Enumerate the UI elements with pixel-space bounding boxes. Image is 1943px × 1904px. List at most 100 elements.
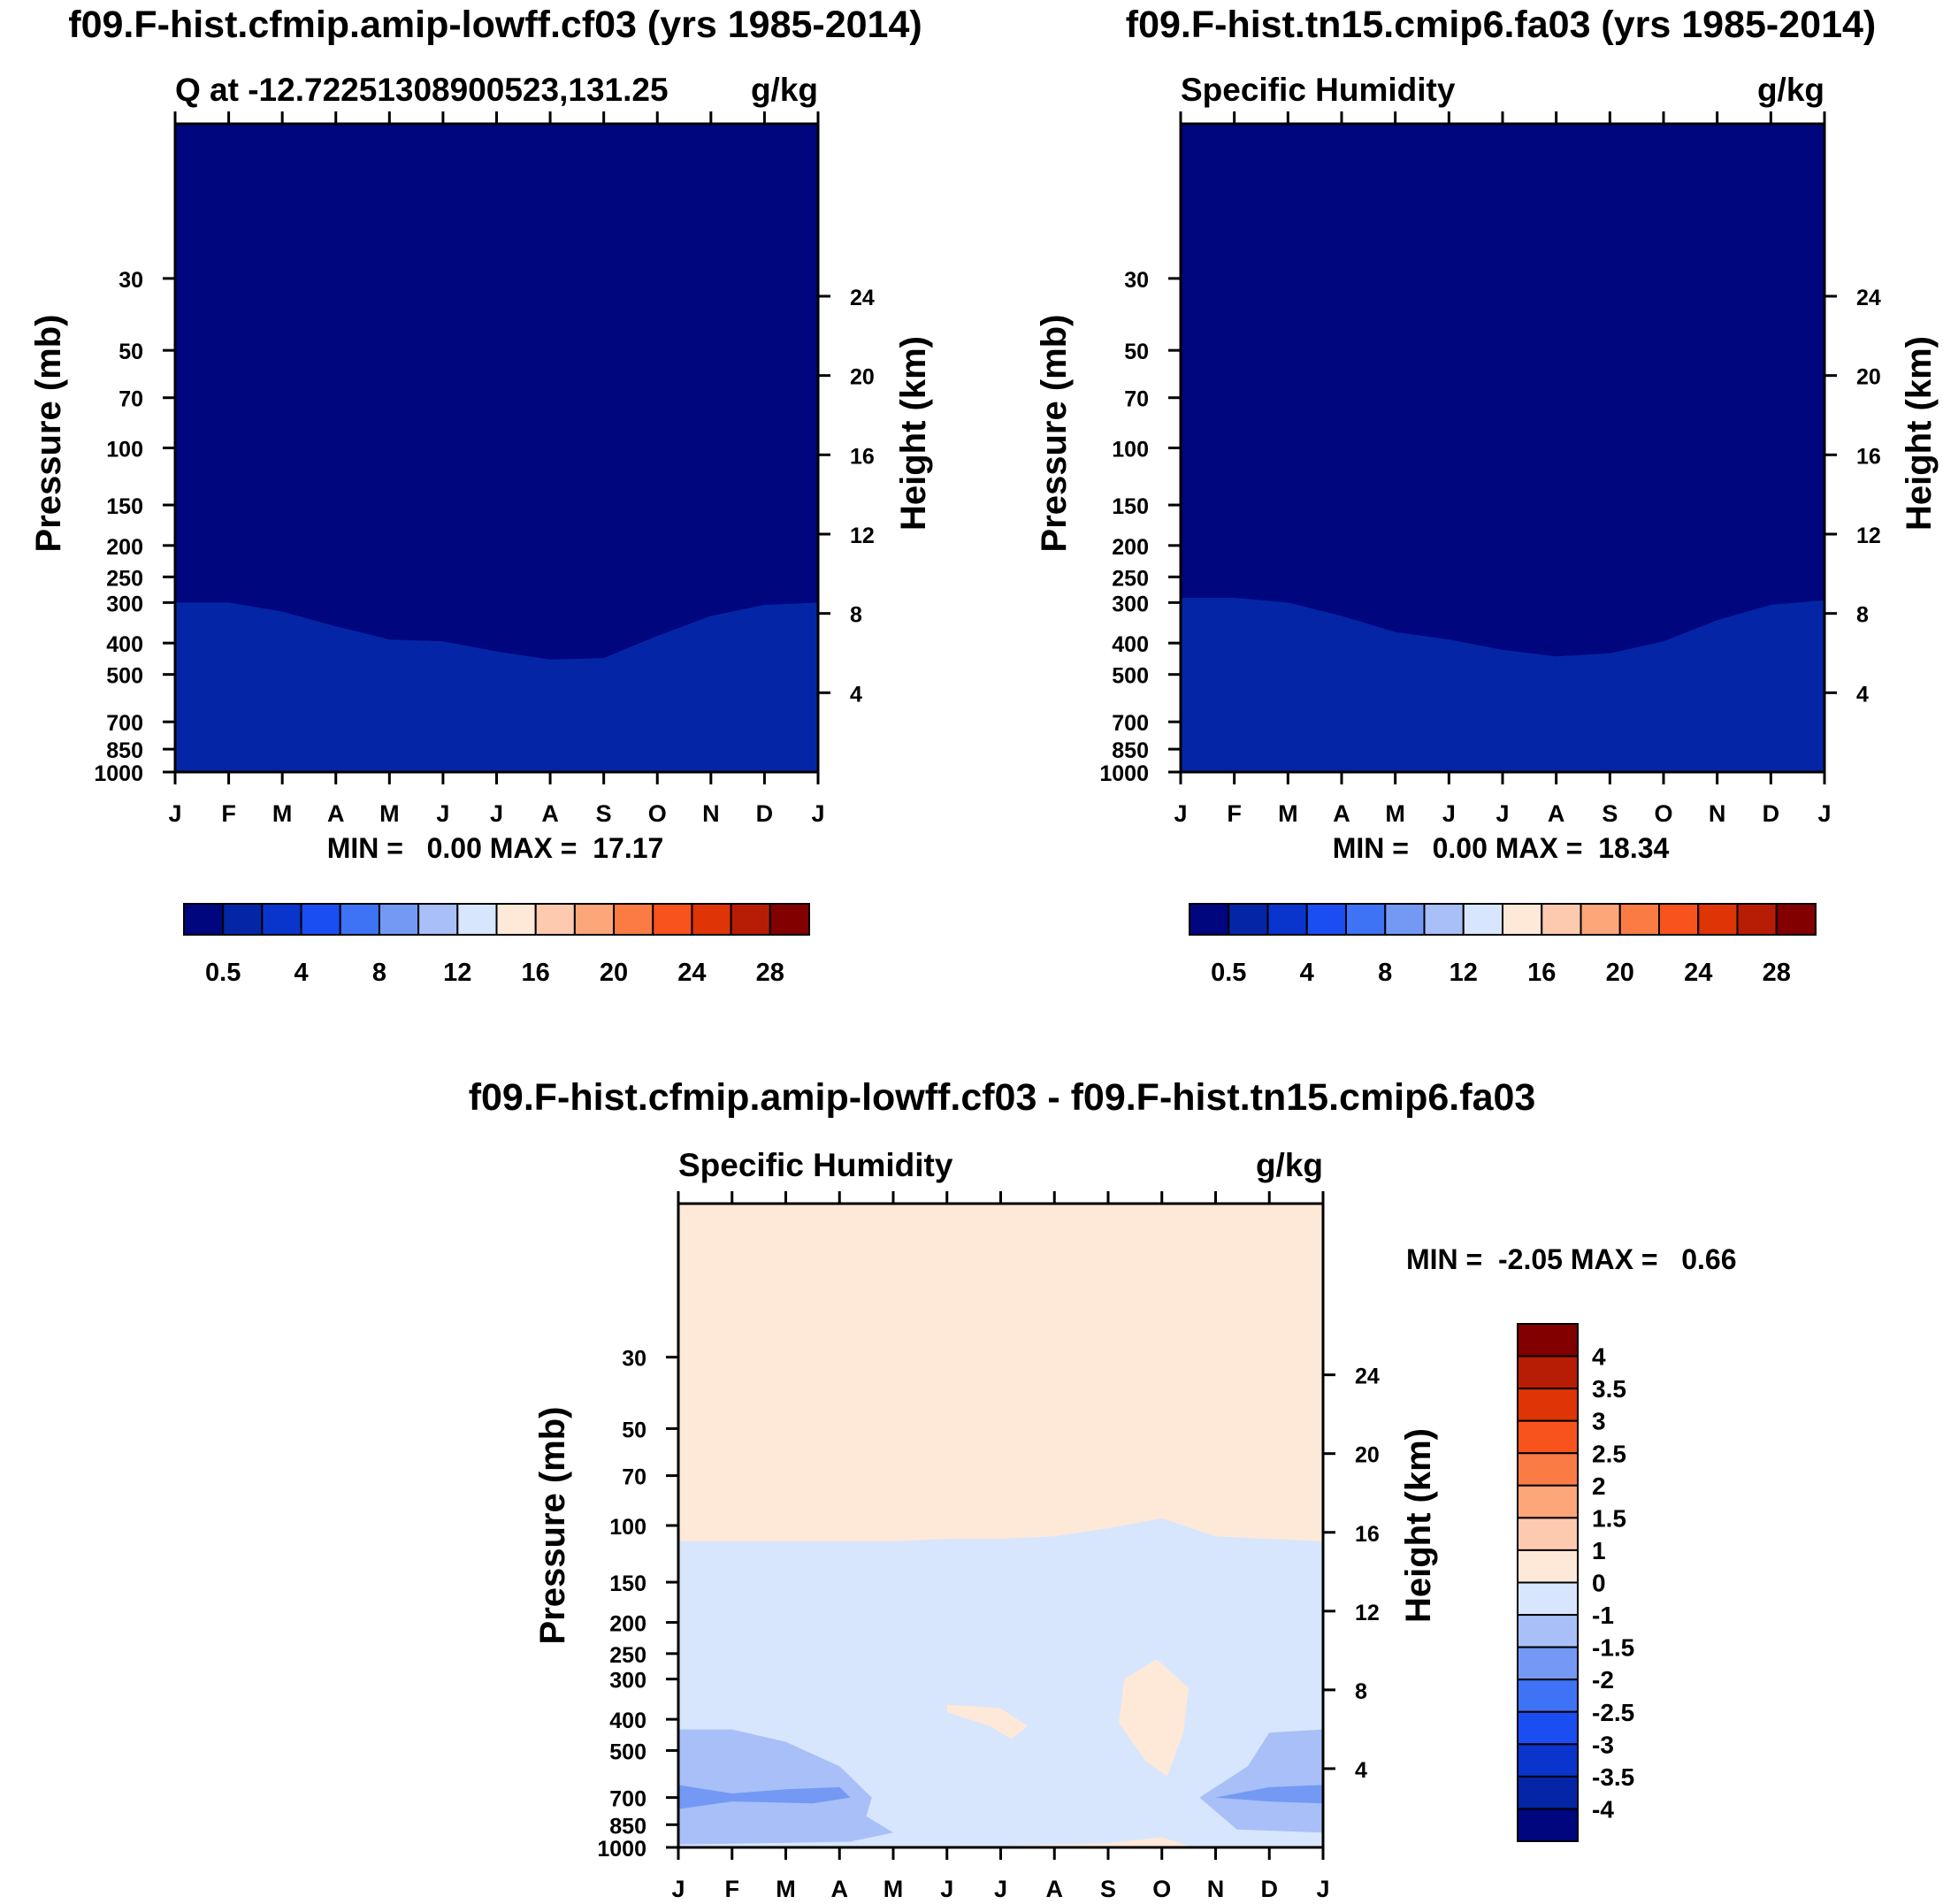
panel-3-minmax: MIN = -2.05 MAX = 0.66 — [1406, 1243, 1736, 1275]
panel-1-colorbar-label: 8 — [372, 959, 386, 987]
panel-1-subtitle-right: g/kg — [751, 72, 818, 108]
panel-2-colorbar-swatch — [1775, 903, 1817, 936]
panel-3-region-positive-jul — [946, 1704, 1028, 1740]
panel-3-ytick-label-left: 300 — [609, 1669, 646, 1694]
panel-3-region-upper-positive — [678, 1204, 1323, 1541]
panel-3-colorbar-swatch — [1517, 1581, 1579, 1617]
panel-2-ytick-label-right: 24 — [1856, 286, 1881, 310]
panel-3-xtick-label: M — [776, 1876, 796, 1902]
panel-2-band-0_5 — [1181, 598, 1824, 772]
panel-3-colorbar-label: 4 — [1592, 1343, 1606, 1371]
panel-2-colorbar-swatch — [1423, 903, 1465, 936]
panel-1-contours — [175, 602, 818, 772]
panel-3-colorbar-swatch — [1517, 1419, 1579, 1455]
panel-1-colorbar-swatch — [613, 903, 654, 936]
panel-2-ytick-label-left: 300 — [1112, 592, 1149, 616]
panel-3-xtick-label: O — [1152, 1876, 1171, 1902]
panel-2-ytick-label-left: 400 — [1112, 632, 1149, 657]
panel-1-xtick-label: A — [327, 800, 345, 827]
panel-1-colorbar-swatch — [300, 903, 341, 936]
panel-3-xtick-label: J — [1316, 1876, 1329, 1902]
panel-1-colorbar-swatch — [222, 903, 264, 936]
panel-2-ytick-label-right: 4 — [1856, 682, 1869, 707]
panel-1-minmax: MIN = 0.00 MAX = 17.17 — [327, 832, 664, 864]
panel-3-colorbar-label: -3.5 — [1592, 1763, 1634, 1791]
panel-2-ytick-label-left: 30 — [1124, 268, 1149, 293]
panel-1-ytick-label-left: 200 — [106, 535, 143, 560]
panel-3-colorbar-label: -1.5 — [1592, 1634, 1634, 1662]
panel-1-colorbar-label: 28 — [756, 959, 784, 987]
panel-3-xtick-label: A — [1046, 1876, 1064, 1902]
panel-3-ytick-label-left: 50 — [622, 1418, 646, 1442]
panel-1-colorbar: 0.5 4 8 12 16 20 24 28 — [183, 903, 810, 987]
panel-1-ylabel-left: Pressure (mb) — [29, 315, 68, 553]
panel-3-colorbar-swatch — [1517, 1678, 1579, 1713]
panel-3-colorbar-swatch — [1517, 1775, 1579, 1810]
panel-2-colorbar-swatch — [1580, 903, 1621, 936]
panel-2-colorbar-label: 8 — [1378, 959, 1392, 987]
panel-1-ytick-label-right: 20 — [850, 365, 875, 390]
panel-3-ytick-label-left: 30 — [622, 1347, 646, 1372]
panel-1-colorbar-swatch — [183, 903, 225, 936]
panel-2-xtick-label: J — [1174, 800, 1187, 827]
panel-1-ytick-label-left: 250 — [106, 566, 143, 591]
panel-1-xtick-label: J — [811, 800, 824, 827]
panel-3-xtick-label: S — [1100, 1876, 1116, 1902]
panel-1-xtick-label: S — [596, 800, 612, 827]
panel-2-title: f09.F-hist.tn15.cmip6.fa03 (yrs 1985-201… — [1126, 4, 1876, 46]
panel-3-region-positive-sep-oct — [1119, 1659, 1190, 1777]
panel-3-ytick-label-left: 1000 — [597, 1837, 646, 1862]
panel-1-ytick-label-right: 24 — [850, 286, 875, 310]
panel-1-colorbar-swatch — [691, 903, 732, 936]
panel-3-subtitle-right: g/kg — [1256, 1147, 1323, 1183]
panel-1-ytick-label-left: 500 — [106, 664, 143, 689]
panel-1-ytick-label-left: 850 — [106, 738, 143, 763]
panel-2-xtick-label: A — [1548, 800, 1565, 827]
panel-3-colorbar-swatch — [1517, 1323, 1579, 1357]
panel-1-ylabel-right: Height (km) — [894, 336, 933, 531]
panel-2-xtick-label: O — [1654, 800, 1672, 827]
panel-3-title: f09.F-hist.cfmip.amip-lowff.cf03 - f09.F… — [469, 1076, 1536, 1119]
panel-2-ytick-label-right: 8 — [1856, 603, 1869, 628]
panel-3-xtick-label: J — [940, 1876, 953, 1902]
panel-2-ytick-label-left: 50 — [1124, 340, 1149, 364]
panel-2-xtick-label: A — [1333, 800, 1350, 827]
panel-1-ytick-label-left: 150 — [106, 494, 143, 519]
panel-3-region-left-more-negative — [678, 1785, 851, 1809]
panel-3-ytick-label-right: 8 — [1355, 1679, 1367, 1704]
panel-3-ylabel-right: Height (km) — [1399, 1428, 1438, 1623]
panel-3-colorbar: 4 3.5 3 2.5 2 1.5 1 0 -1 -1.5 -2 -2.5 -3 -3.5 -4 — [1517, 1323, 1634, 1842]
panel-3-subtitle-left: Specific Humidity — [678, 1147, 953, 1183]
panel-1-colorbar-label: 12 — [443, 959, 471, 987]
panel-2-colorbar-label: 28 — [1763, 959, 1791, 987]
panel-3-colorbar-swatch — [1517, 1646, 1579, 1681]
panel-1-colorbar-label: 4 — [294, 959, 308, 987]
panel-2-ytick-label-left: 1000 — [1099, 761, 1149, 786]
panel-2-ylabel-left: Pressure (mb) — [1035, 315, 1074, 553]
panel-2-ytick-label-left: 100 — [1112, 438, 1149, 463]
panel-3-ytick-label-left: 500 — [609, 1740, 646, 1764]
panel-3-colorbar-label: 1 — [1592, 1537, 1606, 1564]
panel-1-ytick-label-right: 8 — [850, 603, 862, 628]
panel-3-xtick-label: D — [1261, 1876, 1279, 1902]
panel-1-xtick-label: N — [702, 800, 720, 827]
panel-1-colorbar-swatch — [495, 903, 537, 936]
panel-2-colorbar-label: 4 — [1300, 959, 1314, 987]
panel-3-ytick-label-left: 400 — [609, 1709, 646, 1733]
panel-3-xtick-label: J — [671, 1876, 685, 1902]
panel-1-colorbar-swatch — [261, 903, 302, 936]
panel-2-colorbar-swatch — [1658, 903, 1700, 936]
panel-2-ytick-label-left: 70 — [1124, 387, 1149, 412]
panel-1-xtick-label: M — [379, 800, 400, 827]
panel-1-xtick-label: M — [272, 800, 293, 827]
panel-3-ytick-label-right: 4 — [1355, 1758, 1367, 1783]
panel-3-ytick-label-left: 150 — [609, 1571, 646, 1596]
panel-3-ytick-label-right: 16 — [1355, 1522, 1380, 1547]
panel-3-xtick-label: A — [831, 1876, 849, 1902]
panel-2-ytick-label-left: 250 — [1112, 566, 1149, 591]
panel-3-colorbar-swatch — [1517, 1388, 1579, 1422]
